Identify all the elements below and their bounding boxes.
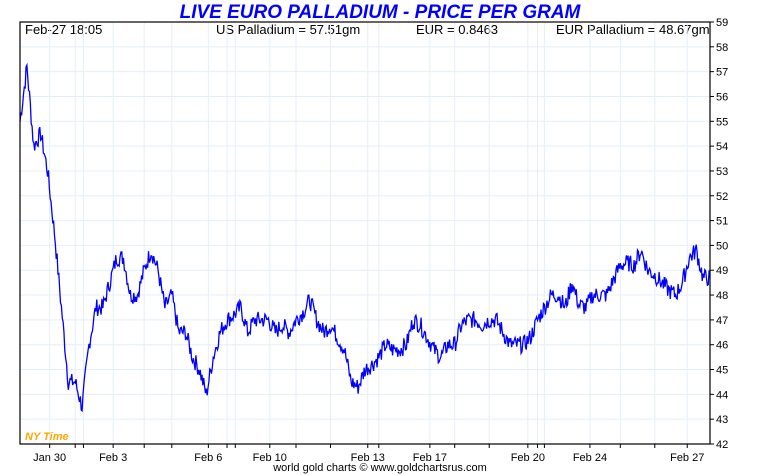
y-tick-label: 42 — [716, 439, 728, 451]
y-tick-label: 57 — [716, 67, 728, 79]
timezone-label: NY Time — [25, 431, 69, 443]
footer-credit: world gold charts © www.goldchartsrus.co… — [273, 462, 487, 474]
x-tick-label: Feb 6 — [194, 452, 222, 464]
y-tick-label: 50 — [716, 240, 728, 252]
x-tick-label: Feb 24 — [573, 452, 607, 464]
x-tick-label: Feb 13 — [351, 452, 385, 464]
y-tick-label: 59 — [716, 17, 728, 29]
y-tick-label: 58 — [716, 42, 728, 54]
y-tick-label: 53 — [716, 166, 728, 178]
x-tick-label: Feb 17 — [413, 452, 447, 464]
x-tick-label: Feb 20 — [511, 452, 545, 464]
x-tick-label: Jan 30 — [33, 452, 66, 464]
y-tick-label: 52 — [716, 191, 728, 203]
plot-border — [19, 21, 711, 445]
y-tick-label: 51 — [716, 216, 728, 228]
x-tick-label: Feb 27 — [670, 452, 704, 464]
chart-title: LIVE EURO PALLADIUM - PRICE PER GRAM — [179, 2, 581, 23]
price-line — [19, 62, 711, 413]
y-tick-label: 54 — [716, 141, 728, 153]
y-tick-label: 44 — [716, 389, 728, 401]
x-tick-label: Feb 3 — [99, 452, 127, 464]
eur-price: EUR Palladium = 48.67gm — [556, 22, 710, 37]
y-tick-label: 45 — [716, 365, 728, 377]
y-tick-label: 49 — [716, 265, 728, 277]
y-tick-label: 55 — [716, 116, 728, 128]
y-tick-label: 47 — [716, 315, 728, 327]
y-tick-label: 56 — [716, 91, 728, 103]
us-price: US Palladium = 57.51gm — [216, 22, 361, 37]
x-tick-label: Feb 10 — [253, 452, 287, 464]
y-tick-label: 46 — [716, 340, 728, 352]
y-tick-label: 48 — [716, 290, 728, 302]
y-tick-label: 43 — [716, 414, 728, 426]
fx-rate: EUR = 0.8463 — [416, 22, 499, 37]
